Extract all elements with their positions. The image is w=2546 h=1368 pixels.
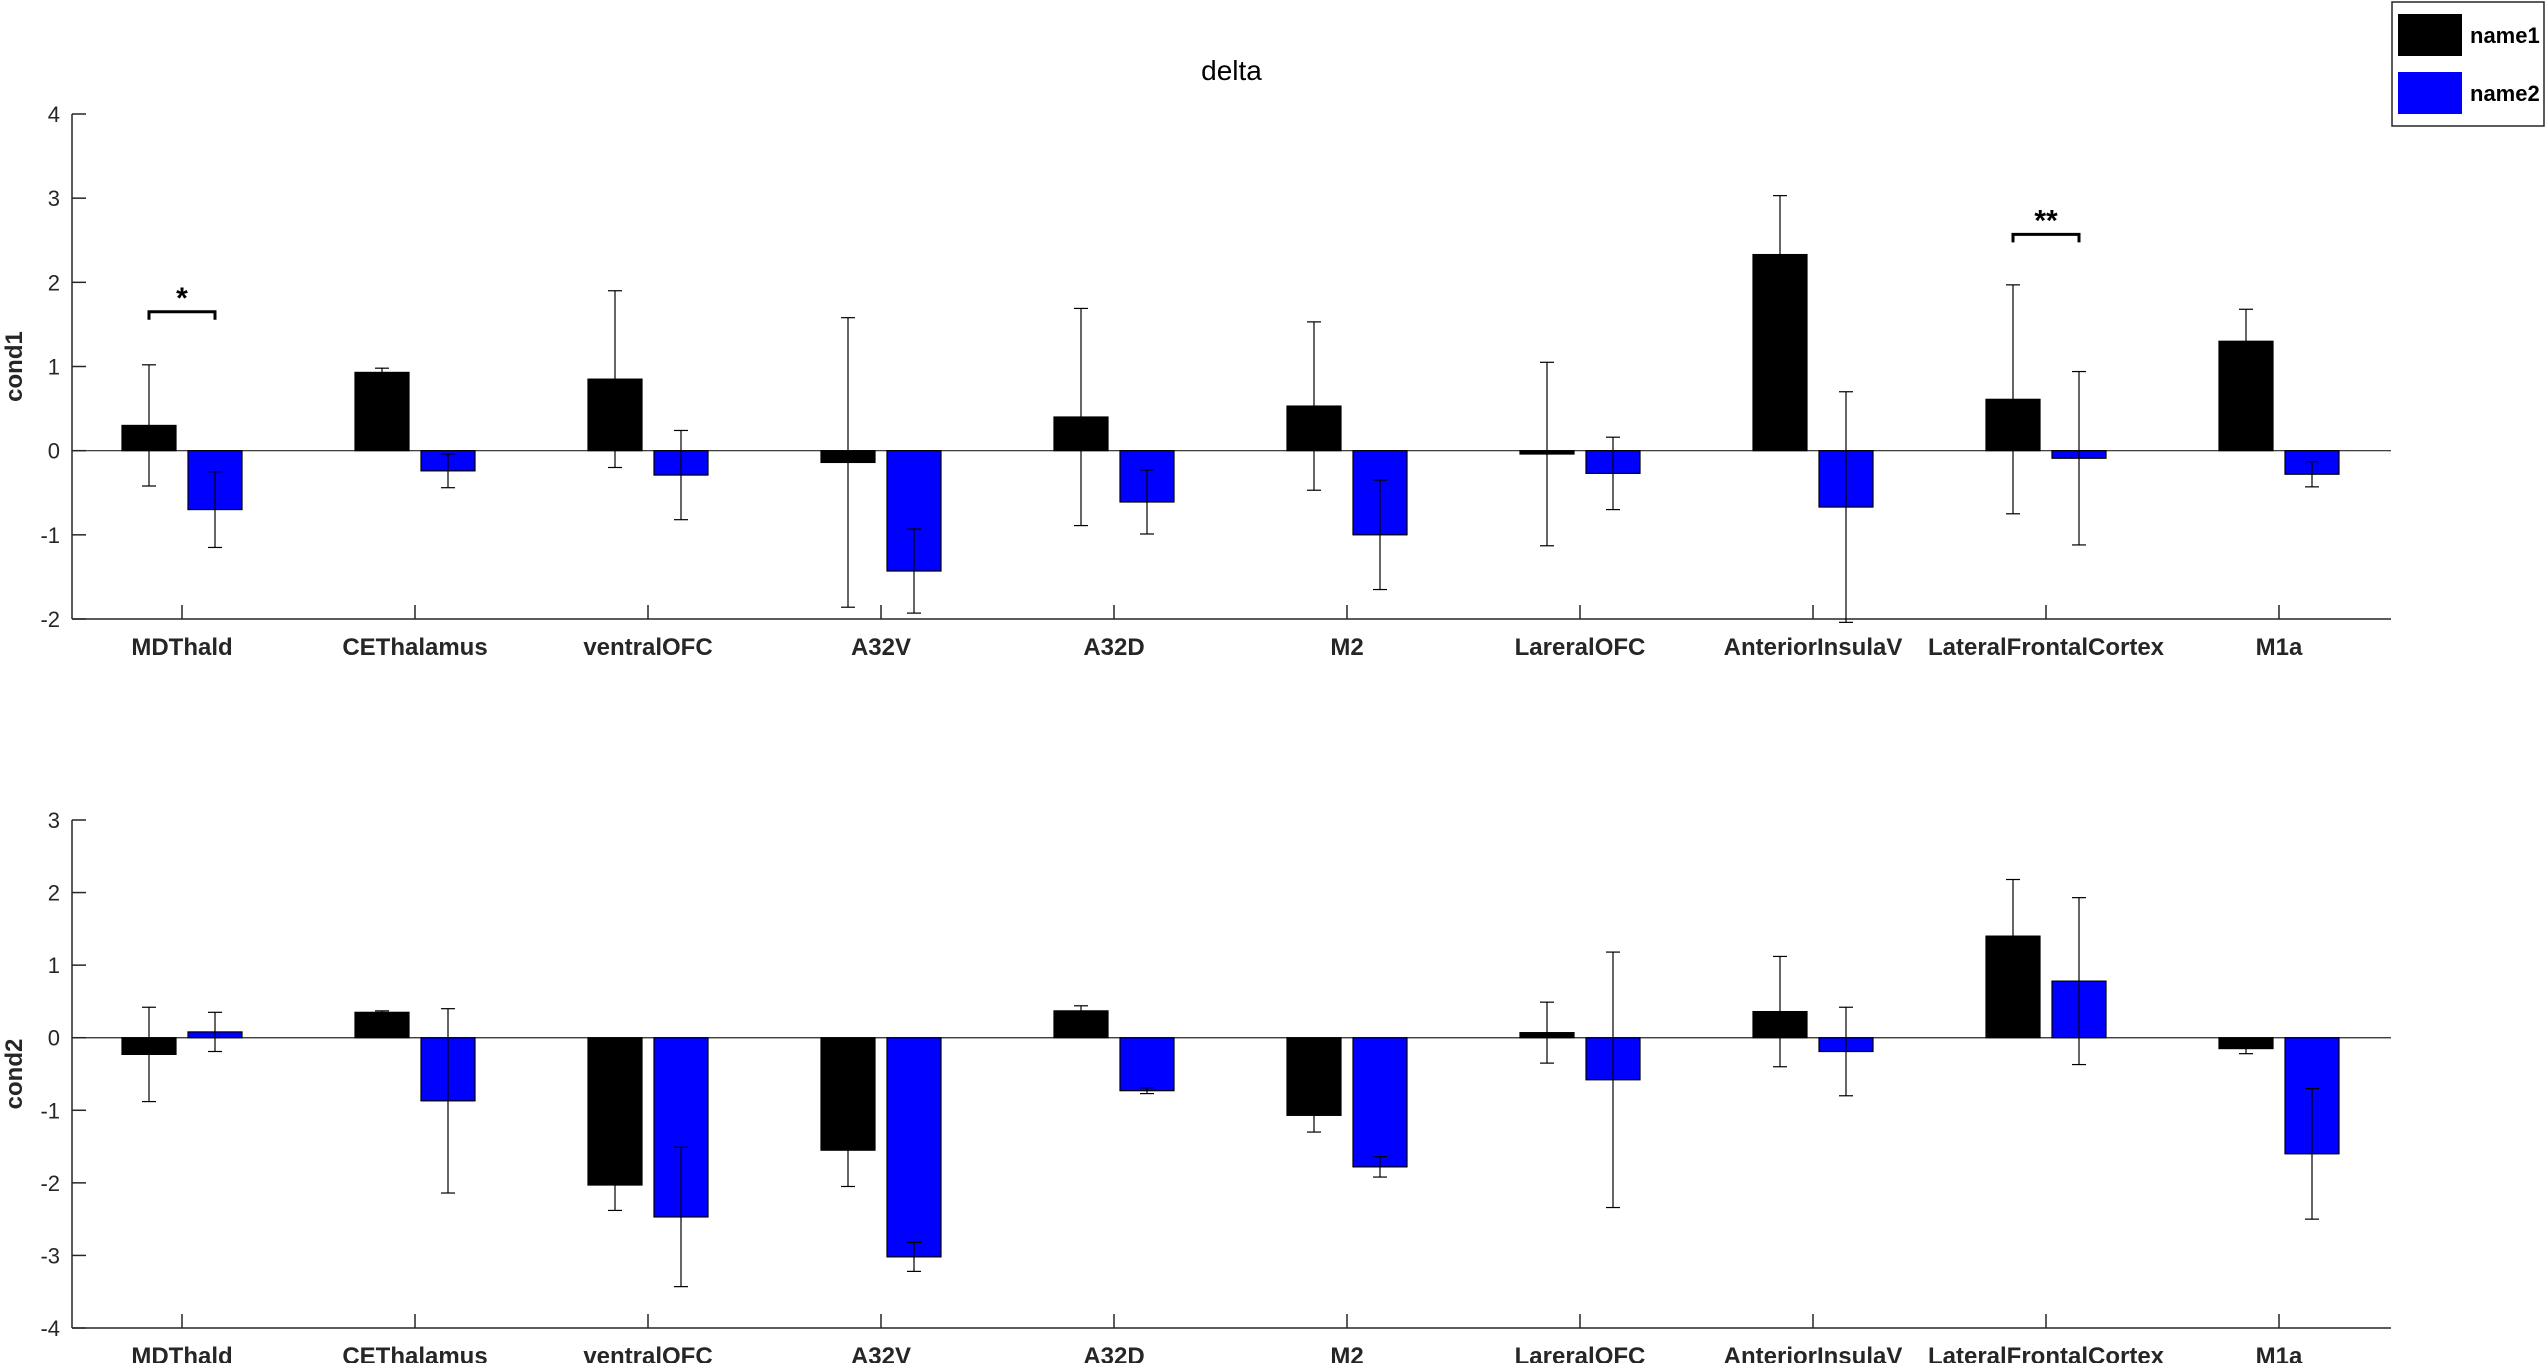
x-tick-label: AnteriorInsulaV (1724, 634, 1903, 661)
y-tick-label: -1 (40, 523, 60, 548)
y-tick-label: 0 (48, 439, 60, 464)
significance-bracket (2011, 232, 2081, 243)
y-tick-label: 3 (48, 186, 60, 211)
x-tick-label: A32V (851, 634, 911, 661)
x-tick-label: LateralFrontalCortex (1928, 1343, 2165, 1363)
x-tick-label: A32D (1083, 1343, 1144, 1363)
significance-marker: * (176, 282, 188, 315)
x-tick-label: M1a (2256, 1343, 2303, 1363)
x-tick-label: M2 (1330, 634, 1363, 661)
x-tick-label: LateralFrontalCortex (1928, 634, 2165, 661)
y-tick-label: -4 (40, 1316, 60, 1341)
x-tick-label: CEThalamus (342, 634, 487, 661)
x-tick-label: A32D (1083, 634, 1144, 661)
bar-name1-CEThalamus (354, 371, 410, 452)
x-tick-label: AnteriorInsulaV (1724, 1343, 1903, 1363)
bar-name2-A32D (1119, 1037, 1175, 1092)
x-tick-label: LareralOFC (1515, 634, 1646, 661)
x-tick-label: ventralOFC (583, 1343, 712, 1363)
significance-bracket (147, 310, 217, 320)
legend-label: name1 (2470, 23, 2540, 48)
x-tick-label: CEThalamus (342, 1343, 487, 1363)
x-tick-label: LareralOFC (1515, 1343, 1646, 1363)
y-tick-label: 0 (48, 1026, 60, 1051)
legend: name1 name2 (2391, 1, 2545, 127)
subplot-1: -2 -1 0 1 2 3 4 cond1 MDThald CEThalamus ventralOF… (1, 55, 2391, 661)
x-tick-label: MDThald (131, 1343, 232, 1363)
y-tick-label: -2 (40, 1171, 60, 1196)
y-tick-label: -3 (40, 1243, 60, 1268)
y-axis-label: cond1 (1, 331, 28, 402)
y-axis-label: cond2 (1, 1039, 28, 1110)
legend-swatch-name1 (2398, 14, 2462, 56)
bar-name2-A32V (886, 1037, 942, 1258)
y-tick-label: -2 (40, 607, 60, 632)
subplot-2: -4 -3 -2 -1 0 1 2 3 cond2 MDThald CEThalamus ventra… (1, 808, 2391, 1368)
y-tick-label: 1 (48, 355, 60, 380)
x-tick-label: ventralOFC (583, 634, 712, 661)
x-tick-label: M1a (2256, 634, 2303, 661)
legend-swatch-name2 (2398, 72, 2462, 114)
significance-marker: ** (2034, 204, 2058, 237)
y-tick-label: -1 (40, 1098, 60, 1123)
y-tick-label: 2 (48, 270, 60, 295)
x-tick-label: M2 (1330, 1343, 1363, 1363)
y-tick-label: 1 (48, 953, 60, 978)
x-tick-label: MDThald (131, 634, 232, 661)
y-tick-label: 2 (48, 881, 60, 906)
y-tick-label: 3 (48, 808, 60, 833)
bar-name1-CEThalamus (354, 1011, 410, 1039)
x-tick-label: A32V (851, 1343, 911, 1363)
legend-label: name2 (2470, 81, 2540, 106)
y-tick-label: 4 (48, 102, 60, 127)
bar-name2-M2 (1352, 1037, 1408, 1168)
chart-title: delta (1201, 55, 1262, 86)
